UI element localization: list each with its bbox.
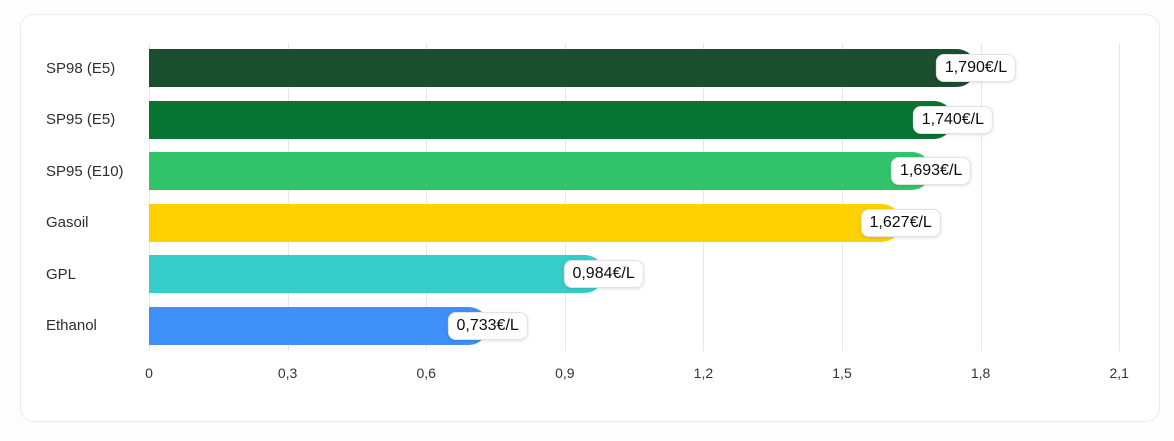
- x-tick-label: 1,5: [832, 365, 852, 381]
- chart-card: 0 0,3 0,6 0,9 1,2 1,5 1,8 2,1 SP98 (E5) 1,790€/L S…: [20, 14, 1160, 422]
- value-badge-gasoil: 1,627€/L: [860, 208, 941, 237]
- gridline-1-2: [703, 43, 705, 351]
- gridline-0-6: [426, 43, 428, 351]
- category-label-sp95-e5: SP95 (E5): [46, 111, 116, 128]
- value-badge-sp95-e10: 1,693€/L: [891, 157, 972, 185]
- bar-sp98-e5[interactable]: [149, 49, 976, 87]
- value-badge-sp95-e5: 1,740€/L: [912, 105, 994, 134]
- category-label-sp95-e10: SP95 (E10): [46, 162, 124, 180]
- value-badge-sp98-e5: 1,790€/L: [935, 54, 1017, 82]
- bar-gpl[interactable]: [149, 255, 604, 293]
- gridline-0: [149, 43, 150, 351]
- gridline-2-1: [1119, 43, 1121, 351]
- value-badge-ethanol: 0,733€/L: [447, 311, 528, 340]
- x-tick-label: 0,3: [277, 365, 298, 381]
- gridline-1-8: [980, 43, 982, 351]
- fuel-prices-bar-chart: 0 0,3 0,6 0,9 1,2 1,5 1,8 2,1 SP98 (E5) 1,790€/L S…: [21, 15, 1159, 421]
- x-tick-label: 2,1: [1109, 365, 1129, 381]
- value-badge-gpl: 0,984€/L: [563, 260, 644, 288]
- gridline-0-3: [287, 43, 289, 351]
- x-tick-label: 1,8: [970, 365, 991, 381]
- bar-sp95-e10[interactable]: [149, 152, 932, 190]
- bar-ethanol[interactable]: [149, 306, 488, 345]
- x-tick-label: 0,6: [416, 365, 436, 381]
- x-tick-label: 0: [145, 365, 153, 381]
- gridline-1-5: [842, 43, 843, 351]
- category-label-ethanol: Ethanol: [46, 317, 97, 334]
- category-label-gasoil: Gasoil: [46, 214, 89, 231]
- x-tick-label: 0,9: [555, 365, 575, 381]
- category-label-gpl: GPL: [46, 265, 77, 283]
- bar-gasoil[interactable]: [149, 203, 901, 242]
- gridline-0-9: [564, 43, 566, 351]
- bar-sp95-e5[interactable]: [149, 100, 953, 139]
- category-label-sp98-e5: SP98 (E5): [46, 59, 116, 77]
- x-tick-label: 1,2: [693, 365, 714, 381]
